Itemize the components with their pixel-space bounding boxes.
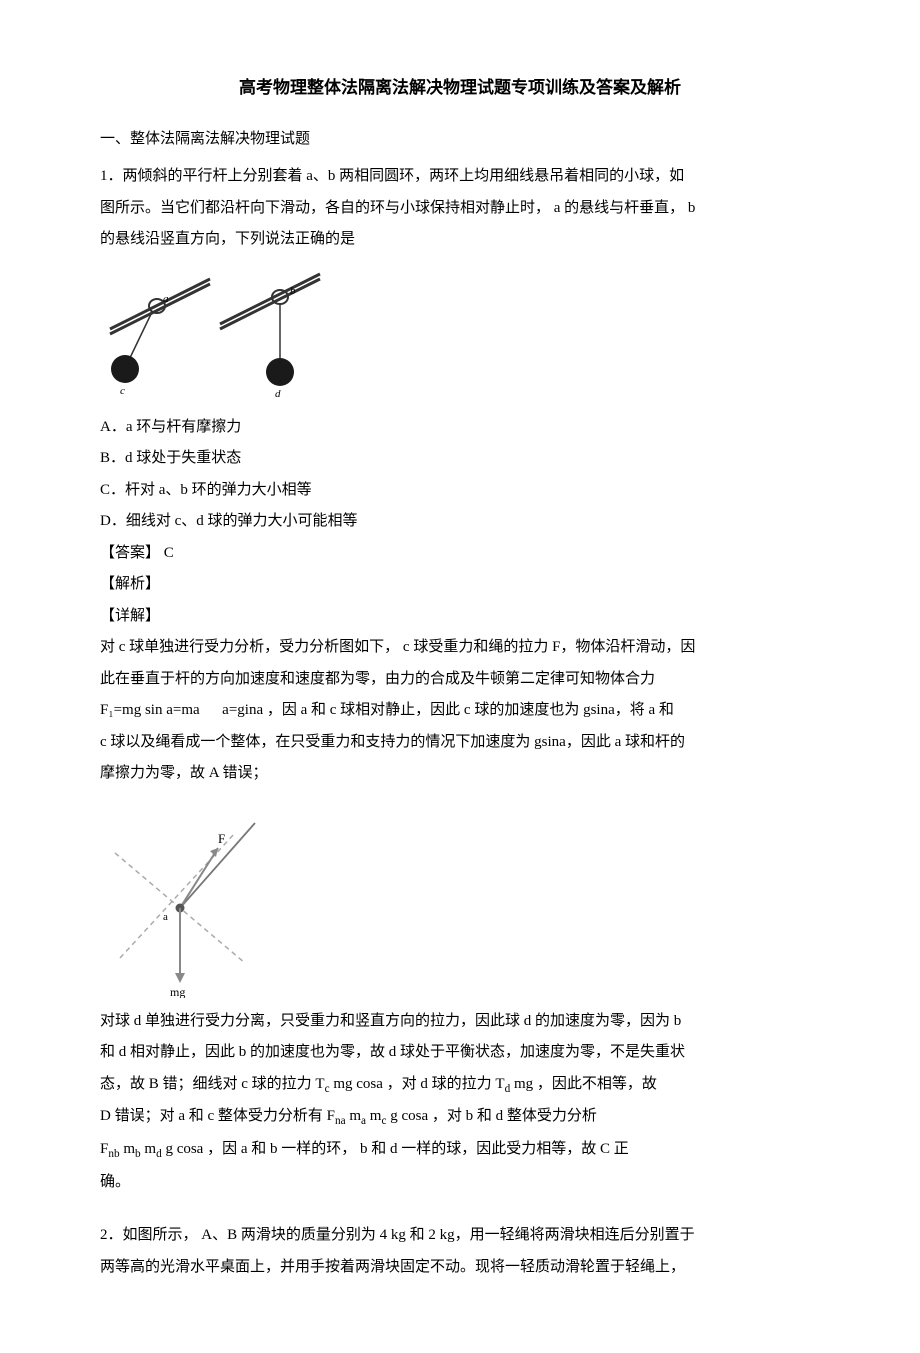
- section-heading: 一、整体法隔离法解决物理试题: [100, 124, 820, 156]
- q1-explain-line3: ，因 a 和 c 球相对静止，因此 c 球的加速度也为 gsina，将 a 和: [267, 702, 674, 718]
- math-f1: F₁=mg sin a=ma: [100, 702, 200, 718]
- q1-explain-line10: Fnb mb md g cosa ，因 a 和 b 一样的环， b 和 d 一样…: [100, 1134, 820, 1167]
- q1-l8a: 态，故 B 错；细线对 c 球的拉力 T: [100, 1076, 325, 1092]
- q1-explain-line4: c 球以及绳看成一个整体，在只受重力和支持力的情况下加速度为 gsina，因此 …: [100, 727, 820, 759]
- q1-option-d: D．细线对 c、d 球的弹力大小可能相等: [100, 506, 820, 538]
- figure-1-svg: a c b d: [100, 264, 330, 404]
- page-title: 高考物理整体法隔离法解决物理试题专项训练及答案及解析: [100, 70, 820, 106]
- q1-l8c: mg ，因此不相等，故: [514, 1076, 657, 1092]
- q1-explain-line2: 此在垂直于杆的方向加速度和速度都为零，由力的合成及牛顿第二定律可知物体合力: [100, 664, 820, 696]
- q1-l9d: g cosa ，对 b 和 d 整体受力分析: [390, 1108, 597, 1124]
- q1-l8b: mg cosa ，对 d 球的拉力 T: [333, 1076, 504, 1092]
- q1-stem-line1: 1．两倾斜的平行杆上分别套着 a、b 两相同圆环，两环上均用细线悬吊着相同的小球…: [100, 161, 820, 193]
- q1-l9b: m: [349, 1108, 361, 1124]
- q1-explain-line11: 确。: [100, 1167, 820, 1199]
- q1-explain-line9: D 错误；对 a 和 c 整体受力分析有 Fna ma mc g cosa ，对…: [100, 1101, 820, 1134]
- q1-l9c: m: [370, 1108, 382, 1124]
- svg-text:mg: mg: [170, 985, 185, 998]
- q1-l10b: m: [123, 1141, 135, 1157]
- q1-jiexi-label: 【解析】: [100, 569, 820, 601]
- figure-2: F a mg: [100, 798, 820, 998]
- q1-option-c: C．杆对 a、b 环的弹力大小相等: [100, 475, 820, 507]
- q1-option-b: B．d 球处于失重状态: [100, 443, 820, 475]
- svg-text:a: a: [163, 293, 169, 305]
- svg-text:a: a: [163, 911, 168, 923]
- math-a: a=gina: [222, 702, 263, 718]
- q1-stem-line3: 的悬线沿竖直方向，下列说法正确的是: [100, 224, 820, 256]
- svg-text:c: c: [120, 385, 125, 397]
- q1-explain-line8: 态，故 B 错；细线对 c 球的拉力 Tc mg cosa ，对 d 球的拉力 …: [100, 1069, 820, 1102]
- q1-l9a: D 错误；对 a 和 c 整体受力分析有 F: [100, 1108, 335, 1124]
- q1-explain-line1: 对 c 球单独进行受力分析，受力分析图如下， c 球受重力和绳的拉力 F，物体沿…: [100, 632, 820, 664]
- q1-option-a: A．a 环与杆有摩擦力: [100, 412, 820, 444]
- q1-detail-label: 【详解】: [100, 601, 820, 633]
- svg-text:F: F: [218, 831, 225, 846]
- svg-text:b: b: [290, 285, 296, 297]
- q1-explain-line7: 和 d 相对静止，因此 b 的加速度也为零，故 d 球处于平衡状态，加速度为零，…: [100, 1037, 820, 1069]
- q1-stem-line2: 图所示。当它们都沿杆向下滑动，各自的环与小球保持相对静止时， a 的悬线与杆垂直…: [100, 193, 820, 225]
- q1-l10d: g cosa ，因 a 和 b 一样的环， b 和 d 一样的球，因此受力相等，…: [165, 1141, 628, 1157]
- q1-l10c: m: [144, 1141, 156, 1157]
- q2-stem-line2: 两等高的光滑水平桌面上，并用手按着两滑块固定不动。现将一轻质动滑轮置于轻绳上，: [100, 1252, 820, 1284]
- figure-1: a c b d: [100, 264, 820, 404]
- figure-2-svg: F a mg: [100, 798, 270, 998]
- svg-text:d: d: [275, 388, 281, 400]
- q1-explain-line6: 对球 d 单独进行受力分离，只受重力和竖直方向的拉力，因此球 d 的加速度为零，…: [100, 1006, 820, 1038]
- q1-answer: 【答案】 C: [100, 538, 820, 570]
- q2-stem-line1: 2．如图所示， A、B 两滑块的质量分别为 4 kg 和 2 kg，用一轻绳将两…: [100, 1220, 820, 1252]
- q1-math-line1: F₁=mg sin a=ma a=gina ，因 a 和 c 球相对静止，因此 …: [100, 695, 820, 727]
- q1-explain-line5: 摩擦力为零，故 A 错误；: [100, 758, 820, 790]
